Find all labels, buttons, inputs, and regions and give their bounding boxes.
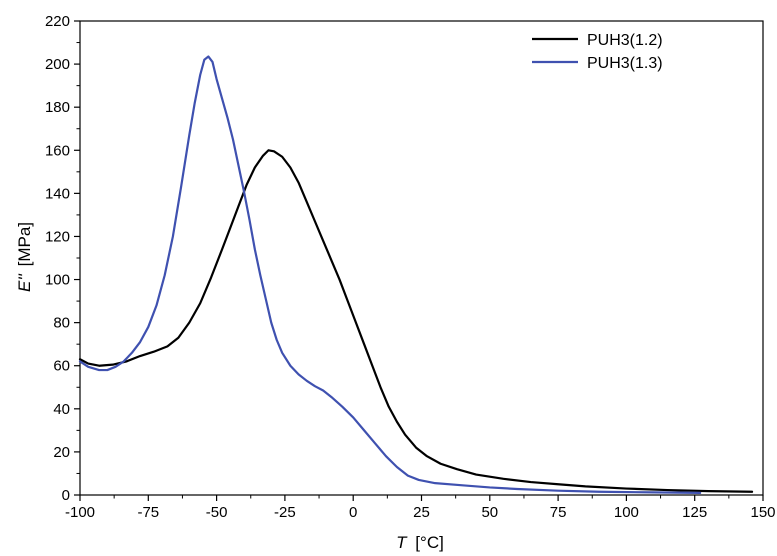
x-tick-label: 50	[481, 504, 498, 521]
x-tick-label: -25	[274, 504, 296, 521]
y-tick-label: 120	[45, 228, 70, 245]
plot-area	[79, 20, 764, 496]
x-tick-label: -50	[206, 504, 228, 521]
y-tick-label: 140	[45, 185, 70, 202]
series-line-2	[78, 55, 702, 494]
x-tick-label: 25	[413, 504, 430, 521]
legend-label-puh3-1-3: PUH3(1.3)	[587, 55, 663, 72]
y-axis-unit: [MPa]	[15, 222, 34, 266]
series-line-1	[78, 149, 754, 493]
plot-border	[79, 20, 764, 496]
y-tick-label: 80	[53, 315, 70, 332]
y-tick-label: 100	[45, 272, 70, 289]
y-tick-label: 0	[62, 487, 70, 504]
x-axis-title: T [°C]	[396, 533, 444, 552]
y-tick-label: 60	[53, 358, 70, 375]
y-axis-symbol: E''	[15, 273, 34, 292]
x-tick-label: -75	[137, 504, 159, 521]
x-tick-label: 0	[349, 504, 357, 521]
y-tick-label: 180	[45, 99, 70, 116]
y-axis-title: E'' [MPa]	[15, 222, 34, 292]
x-tick-label: -100	[65, 504, 95, 521]
legend-label-puh3-1-2: PUH3(1.2)	[587, 32, 663, 49]
y-tick-label: 160	[45, 142, 70, 159]
x-tick-label: 75	[550, 504, 567, 521]
y-tick-label: 200	[45, 56, 70, 73]
legend: PUH3(1.2) PUH3(1.3)	[532, 32, 663, 72]
x-axis-unit: [°C]	[415, 533, 444, 552]
x-axis-symbol: T	[396, 533, 408, 552]
x-tick-label: 125	[682, 504, 707, 521]
x-tick-label: 100	[614, 504, 639, 521]
y-tick-label: 220	[45, 13, 70, 30]
series-layer	[78, 55, 754, 494]
x-axis: -100 -75 -50 -25 0 25 50 75 100 125 150	[65, 495, 776, 521]
x-tick-label: 150	[750, 504, 775, 521]
y-axis: 0 20 40 60 80 100 120 140 160 180 200 220	[45, 13, 80, 504]
y-tick-label: 40	[53, 401, 70, 418]
y-tick-label: 20	[53, 444, 70, 461]
